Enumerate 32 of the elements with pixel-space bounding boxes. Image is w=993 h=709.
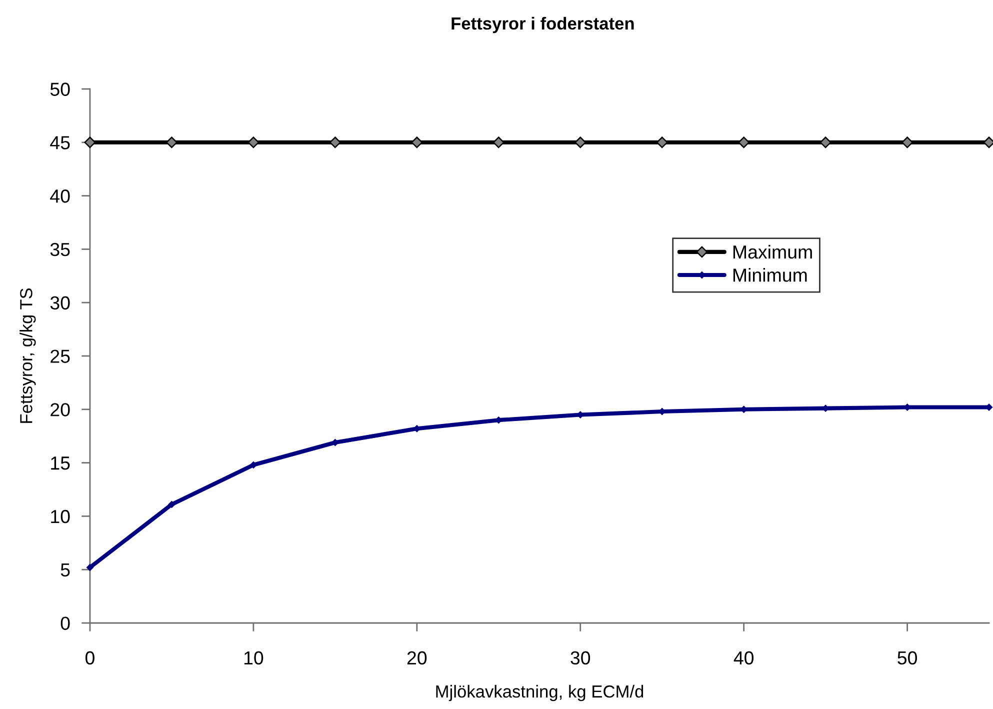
x-tick-label: 40: [734, 651, 754, 665]
y-tick-label: 5: [60, 563, 70, 577]
x-tick-label: 10: [244, 651, 264, 665]
y-tick-label: 35: [50, 242, 70, 256]
point: [656, 136, 668, 148]
x-tick-label: 20: [407, 651, 427, 665]
point: [168, 500, 176, 508]
point: [84, 136, 96, 148]
y-tick-label: 15: [51, 456, 70, 470]
chart-title: Fettsyror i foderstaten: [452, 16, 634, 34]
y-tick-label: 0: [60, 616, 70, 630]
point: [492, 136, 504, 148]
y-tick-label: 50: [50, 82, 70, 96]
x-axis-title: Mjlökavkastning, kg ECM/d: [436, 684, 644, 702]
y-tick-label: 30: [50, 296, 70, 310]
point: [329, 136, 341, 148]
legend-label: Maximum: [733, 244, 812, 259]
point: [250, 461, 257, 468]
x-tick-label: 50: [898, 651, 917, 665]
y-tick-label: 45: [50, 136, 70, 150]
point: [86, 564, 94, 571]
legend-label: Minimum: [733, 268, 807, 282]
y-tick-label: 10: [51, 510, 70, 524]
y-tick-label: 40: [50, 189, 70, 203]
y-tick-label: 25: [50, 350, 70, 363]
point: [820, 136, 832, 148]
y-axis-title: Fettsyror, g/kg TS: [20, 288, 36, 423]
y-tick-label: 20: [50, 403, 70, 416]
point: [411, 136, 423, 148]
x-tick-label: 30: [570, 651, 590, 665]
point: [248, 136, 260, 148]
x-tick-label: 0: [85, 651, 94, 665]
